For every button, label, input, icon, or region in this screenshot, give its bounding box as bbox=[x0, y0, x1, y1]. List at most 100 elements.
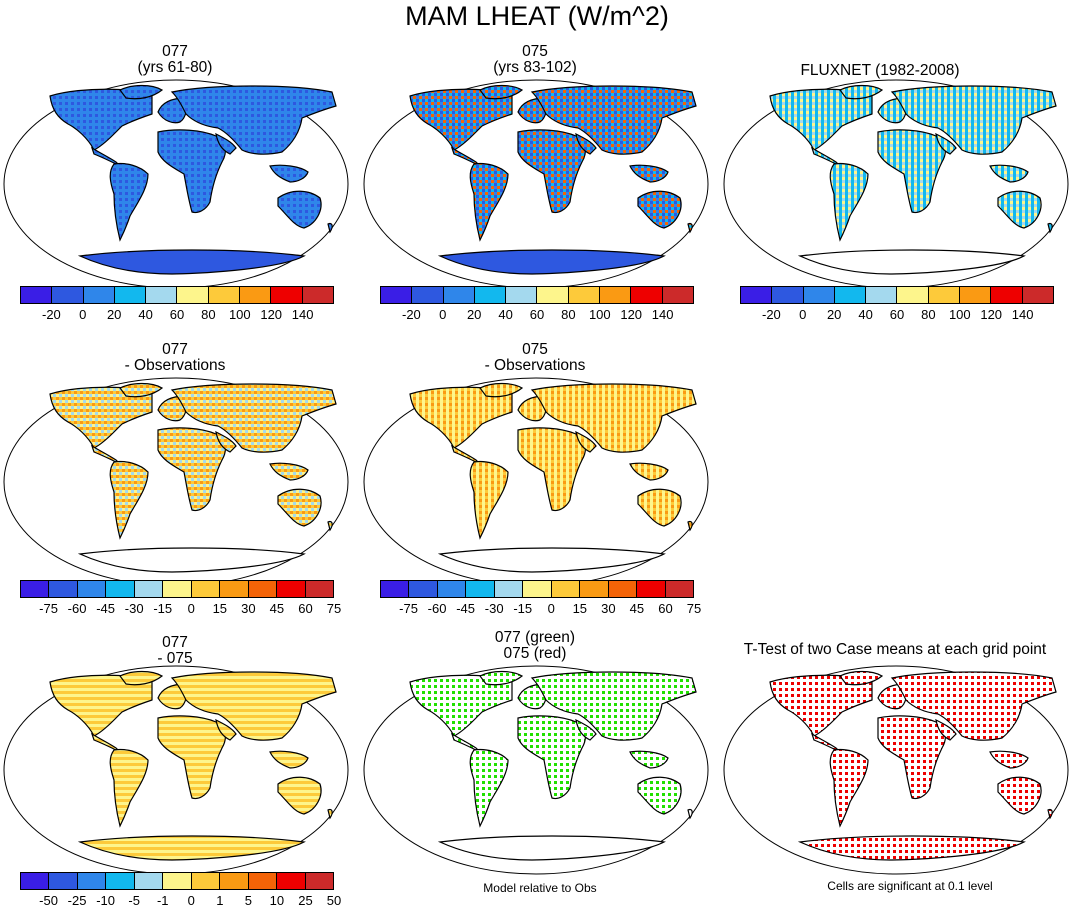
colorbar-tick-label: -45 bbox=[96, 601, 116, 616]
colorbar-swatch bbox=[866, 287, 898, 303]
note-significance: Cells are significant at 0.1 level bbox=[827, 879, 993, 893]
continent-shape bbox=[629, 164, 669, 183]
antarctica-shape bbox=[797, 835, 1026, 861]
world-map-svg bbox=[3, 665, 349, 875]
colorbar-swatch bbox=[77, 581, 107, 597]
colorbar-tick-label: 120 bbox=[620, 307, 643, 322]
continent-shape bbox=[1047, 808, 1053, 820]
colorbar-swatch bbox=[49, 581, 78, 597]
continent-shape bbox=[989, 750, 1029, 769]
colorbar-swatch bbox=[271, 287, 303, 303]
continent-shape bbox=[170, 671, 337, 741]
continent-shape bbox=[629, 750, 669, 769]
continent-shape bbox=[479, 670, 524, 686]
colorbar-swatch bbox=[580, 581, 609, 597]
continent-shape bbox=[839, 84, 884, 100]
colorbar-tick-label: 45 bbox=[269, 601, 285, 616]
world-map-svg bbox=[363, 79, 709, 289]
continent-shape bbox=[637, 190, 682, 229]
colorbar-swatch bbox=[220, 873, 249, 889]
continent-shape bbox=[269, 164, 309, 183]
colorbar-swatch bbox=[474, 287, 507, 303]
map-077-minus-obs bbox=[2, 376, 350, 588]
colorbar-boxes bbox=[20, 286, 334, 304]
colorbar-tick-label: -1 bbox=[156, 893, 169, 908]
colorbar-tick-label: 80 bbox=[921, 307, 936, 322]
panel-title-fluxnet: FLUXNET (1982-2008) bbox=[800, 62, 960, 79]
colorbar-swatch bbox=[551, 581, 581, 597]
antarctica-shape bbox=[437, 249, 666, 275]
colorbar-tick-label: 45 bbox=[629, 601, 645, 616]
colorbar-tick-label: 40 bbox=[498, 307, 513, 322]
map-fluxnet-obs bbox=[722, 78, 1070, 290]
colorbar-tick-label: -20 bbox=[41, 307, 61, 322]
colorbar-swatch bbox=[163, 581, 192, 597]
colorbar-tick-label: 100 bbox=[228, 307, 251, 322]
continent-shape bbox=[469, 162, 509, 242]
colorbar-field-3: -20 0 20 40 60 80 100 120 140 bbox=[740, 286, 1054, 322]
colorbar-tick-label: -10 bbox=[96, 893, 116, 908]
colorbar-swatch bbox=[662, 287, 693, 303]
colorbar-swatch bbox=[21, 581, 50, 597]
antarctica-shape bbox=[77, 835, 306, 861]
continent-shape bbox=[215, 430, 237, 453]
colorbar-tick-label: -30 bbox=[484, 601, 504, 616]
colorbar-tick-label: 20 bbox=[826, 307, 842, 322]
continent-shape bbox=[575, 430, 597, 453]
colorbar-swatch bbox=[177, 287, 209, 303]
colorbar-tick-label: -75 bbox=[39, 601, 58, 616]
colorbar-tick-label: 0 bbox=[79, 307, 87, 322]
map-075-minus-obs bbox=[362, 376, 710, 588]
colorbar-boxes bbox=[20, 580, 334, 598]
colorbar-swatch bbox=[106, 581, 135, 597]
colorbar-tick-label: 75 bbox=[686, 601, 702, 616]
colorbar-swatch bbox=[412, 287, 444, 303]
colorbar-swatch bbox=[991, 287, 1023, 303]
colorbar-tick-label: -60 bbox=[67, 601, 87, 616]
colorbar-tick-label: 0 bbox=[439, 307, 447, 322]
map-077-field bbox=[2, 78, 350, 290]
continent-shape bbox=[269, 750, 309, 769]
colorbar-tick-label: 50 bbox=[326, 893, 342, 908]
colorbar-tick-label: 140 bbox=[1011, 307, 1034, 322]
continent-shape bbox=[277, 488, 322, 527]
colorbar-swatch bbox=[631, 287, 663, 303]
continent-shape bbox=[530, 383, 697, 453]
colorbar-tick-label: -5 bbox=[128, 893, 140, 908]
continent-shape bbox=[119, 382, 164, 398]
antarctica-shape bbox=[797, 249, 1026, 275]
continent-shape bbox=[839, 670, 884, 686]
colorbar-swatch bbox=[208, 287, 241, 303]
colorbar-swatch bbox=[163, 873, 192, 889]
colorbar-swatch bbox=[77, 873, 107, 889]
colorbar-swatch bbox=[240, 287, 272, 303]
colorbar-swatch bbox=[523, 581, 552, 597]
colorbar-tick-label: 1 bbox=[216, 893, 224, 908]
colorbar-tick-label: 140 bbox=[651, 307, 674, 322]
continent-shape bbox=[215, 718, 237, 741]
continent-shape bbox=[637, 488, 682, 527]
map-green-red bbox=[362, 664, 710, 876]
colorbar-swatch bbox=[302, 287, 333, 303]
continent-shape bbox=[530, 671, 697, 741]
colorbar-swatch bbox=[83, 287, 115, 303]
continent-shape bbox=[170, 85, 337, 155]
continent-shape bbox=[890, 85, 1057, 155]
colorbar-swatch bbox=[741, 287, 773, 303]
colorbar-boxes bbox=[20, 872, 334, 890]
colorbar-tick-label: 15 bbox=[572, 601, 588, 616]
colorbar-swatch bbox=[248, 873, 278, 889]
colorbar-swatch bbox=[665, 581, 693, 597]
colorbar-boxes bbox=[740, 286, 1054, 304]
colorbar-swatch bbox=[305, 873, 333, 889]
world-map-svg bbox=[3, 377, 349, 587]
colorbar-tick-label: 30 bbox=[241, 601, 256, 616]
continent-shape bbox=[530, 85, 697, 155]
colorbar-swatch bbox=[803, 287, 835, 303]
continent-shape bbox=[277, 776, 322, 815]
continent-shape bbox=[687, 222, 693, 234]
colorbar-tick-label: 60 bbox=[658, 601, 673, 616]
colorbar-tick-label: 75 bbox=[326, 601, 342, 616]
colorbar-swatch bbox=[305, 581, 333, 597]
colorbar-tick-label: 30 bbox=[601, 601, 616, 616]
